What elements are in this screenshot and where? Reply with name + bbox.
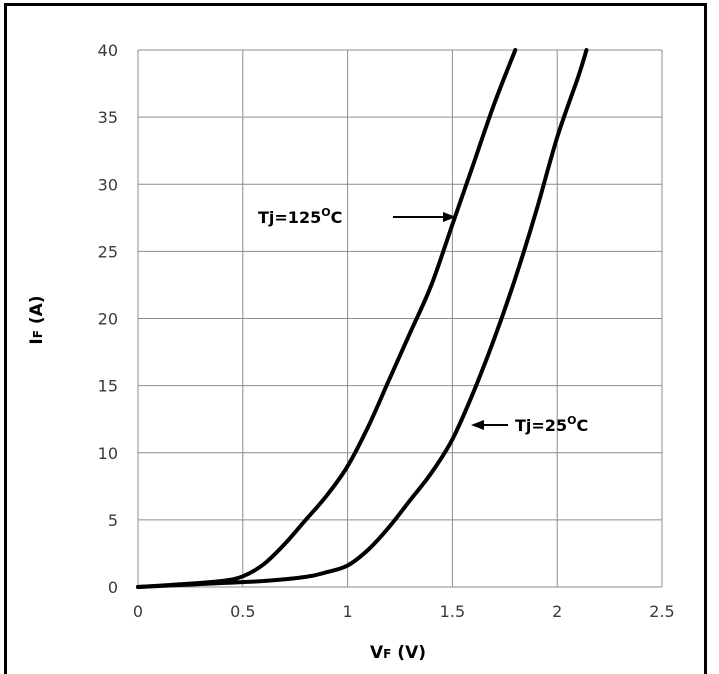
y-axis-title: IF (A) xyxy=(27,295,47,344)
y-tick-label: 15 xyxy=(98,377,118,396)
y-tick-label: 10 xyxy=(98,444,118,463)
y-tick-label: 35 xyxy=(98,108,118,127)
tick-labels: 0 0.5 1 1.5 2 2.5 0 5 10 15 20 25 30 35 40 xyxy=(98,41,675,621)
x-axis-title: VF (V) xyxy=(370,643,426,663)
y-tick-label: 20 xyxy=(98,310,118,329)
arrowhead-right-icon xyxy=(443,212,456,222)
annotation-tj-25: Tj=25OC xyxy=(471,414,588,435)
arrowhead-left-icon xyxy=(471,420,484,430)
x-tick-label: 2.5 xyxy=(649,602,674,621)
series-line-1 xyxy=(136,48,589,589)
annotation-tj-25-label: Tj=25OC xyxy=(515,414,588,435)
y-tick-label: 40 xyxy=(98,41,118,60)
y-tick-label: 0 xyxy=(108,578,118,597)
x-tick-label: 1 xyxy=(343,602,353,621)
y-tick-label: 5 xyxy=(108,511,118,530)
series-lines xyxy=(136,48,589,589)
y-tick-label: 25 xyxy=(98,242,118,261)
x-tick-label: 0 xyxy=(133,602,143,621)
x-tick-label: 0.5 xyxy=(230,602,255,621)
grid xyxy=(137,49,663,588)
annotation-tj-125: Tj=125OC xyxy=(258,206,456,227)
series-line-0 xyxy=(136,48,518,589)
x-tick-label: 1.5 xyxy=(440,602,465,621)
x-tick-label: 2 xyxy=(552,602,562,621)
annotation-tj-125-label: Tj=125OC xyxy=(258,206,342,227)
y-tick-label: 30 xyxy=(98,175,118,194)
